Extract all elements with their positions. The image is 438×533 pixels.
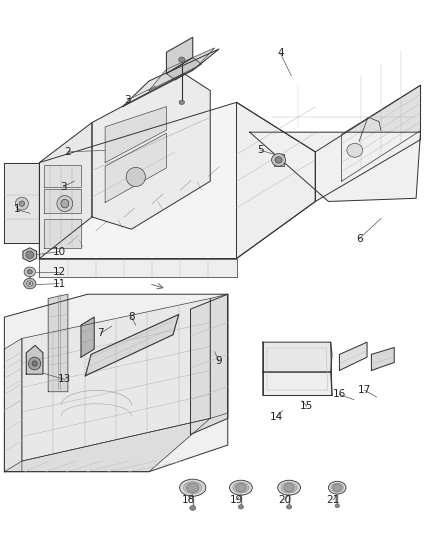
Ellipse shape — [184, 482, 202, 494]
Ellipse shape — [281, 482, 297, 493]
Ellipse shape — [15, 197, 28, 210]
Polygon shape — [191, 294, 228, 434]
Polygon shape — [39, 259, 237, 277]
Text: 16: 16 — [333, 390, 346, 399]
Ellipse shape — [32, 361, 37, 366]
Ellipse shape — [19, 201, 25, 206]
Ellipse shape — [187, 483, 199, 492]
Ellipse shape — [328, 481, 346, 494]
Polygon shape — [263, 342, 332, 372]
Ellipse shape — [57, 196, 73, 212]
Polygon shape — [123, 49, 219, 107]
Polygon shape — [237, 102, 315, 259]
Text: 9: 9 — [215, 357, 223, 366]
Polygon shape — [105, 107, 166, 163]
Polygon shape — [4, 294, 228, 472]
Polygon shape — [22, 298, 210, 461]
Ellipse shape — [284, 483, 294, 492]
Text: 3: 3 — [60, 182, 67, 191]
Ellipse shape — [335, 504, 339, 507]
Ellipse shape — [272, 154, 286, 166]
Text: 10: 10 — [53, 247, 66, 256]
Polygon shape — [105, 133, 166, 203]
Polygon shape — [23, 248, 37, 262]
Ellipse shape — [179, 100, 184, 104]
Text: 1: 1 — [13, 205, 20, 214]
Text: 18: 18 — [182, 495, 195, 505]
Ellipse shape — [236, 483, 246, 492]
Polygon shape — [44, 165, 81, 187]
Ellipse shape — [286, 505, 292, 509]
Ellipse shape — [27, 282, 32, 287]
Polygon shape — [263, 372, 332, 395]
Text: 17: 17 — [358, 385, 371, 395]
Text: 21: 21 — [326, 495, 339, 505]
Text: 3: 3 — [124, 95, 131, 105]
Ellipse shape — [179, 57, 185, 62]
Ellipse shape — [28, 357, 41, 370]
Ellipse shape — [278, 480, 300, 495]
Polygon shape — [44, 219, 81, 248]
Text: 13: 13 — [58, 375, 71, 384]
Ellipse shape — [26, 251, 34, 259]
Ellipse shape — [238, 505, 244, 509]
Polygon shape — [342, 85, 420, 181]
Ellipse shape — [347, 143, 363, 157]
Text: 15: 15 — [300, 401, 313, 411]
Ellipse shape — [61, 199, 69, 208]
Polygon shape — [26, 345, 43, 374]
Text: 20: 20 — [278, 495, 291, 505]
Text: 7: 7 — [97, 328, 104, 338]
Polygon shape — [44, 189, 81, 213]
Ellipse shape — [333, 484, 342, 491]
Ellipse shape — [24, 278, 36, 289]
Polygon shape — [39, 102, 315, 259]
Polygon shape — [210, 294, 228, 418]
Ellipse shape — [233, 482, 249, 493]
Text: 11: 11 — [53, 279, 66, 288]
Text: 5: 5 — [257, 146, 264, 155]
Text: 19: 19 — [230, 495, 243, 505]
Ellipse shape — [27, 281, 33, 286]
Text: 6: 6 — [356, 234, 363, 244]
Polygon shape — [4, 163, 39, 243]
Ellipse shape — [275, 157, 282, 163]
Polygon shape — [166, 37, 193, 74]
Text: 12: 12 — [53, 267, 66, 277]
Ellipse shape — [230, 480, 252, 495]
Polygon shape — [39, 123, 92, 259]
Polygon shape — [4, 338, 22, 472]
Polygon shape — [92, 74, 210, 229]
Ellipse shape — [24, 267, 35, 277]
Polygon shape — [85, 314, 179, 376]
Ellipse shape — [126, 167, 145, 187]
Ellipse shape — [331, 483, 343, 492]
Polygon shape — [4, 418, 210, 472]
Ellipse shape — [28, 282, 31, 285]
Polygon shape — [48, 294, 68, 392]
Text: 8: 8 — [128, 312, 135, 322]
Polygon shape — [166, 58, 201, 80]
Polygon shape — [250, 132, 420, 201]
Polygon shape — [149, 48, 215, 91]
Ellipse shape — [27, 270, 32, 274]
Text: 14: 14 — [270, 412, 283, 422]
Ellipse shape — [190, 505, 196, 511]
Polygon shape — [81, 317, 94, 357]
Polygon shape — [371, 348, 394, 370]
Text: 2: 2 — [64, 147, 71, 157]
Polygon shape — [339, 342, 367, 370]
Ellipse shape — [180, 479, 206, 496]
Polygon shape — [315, 85, 420, 201]
Text: 4: 4 — [277, 49, 284, 58]
